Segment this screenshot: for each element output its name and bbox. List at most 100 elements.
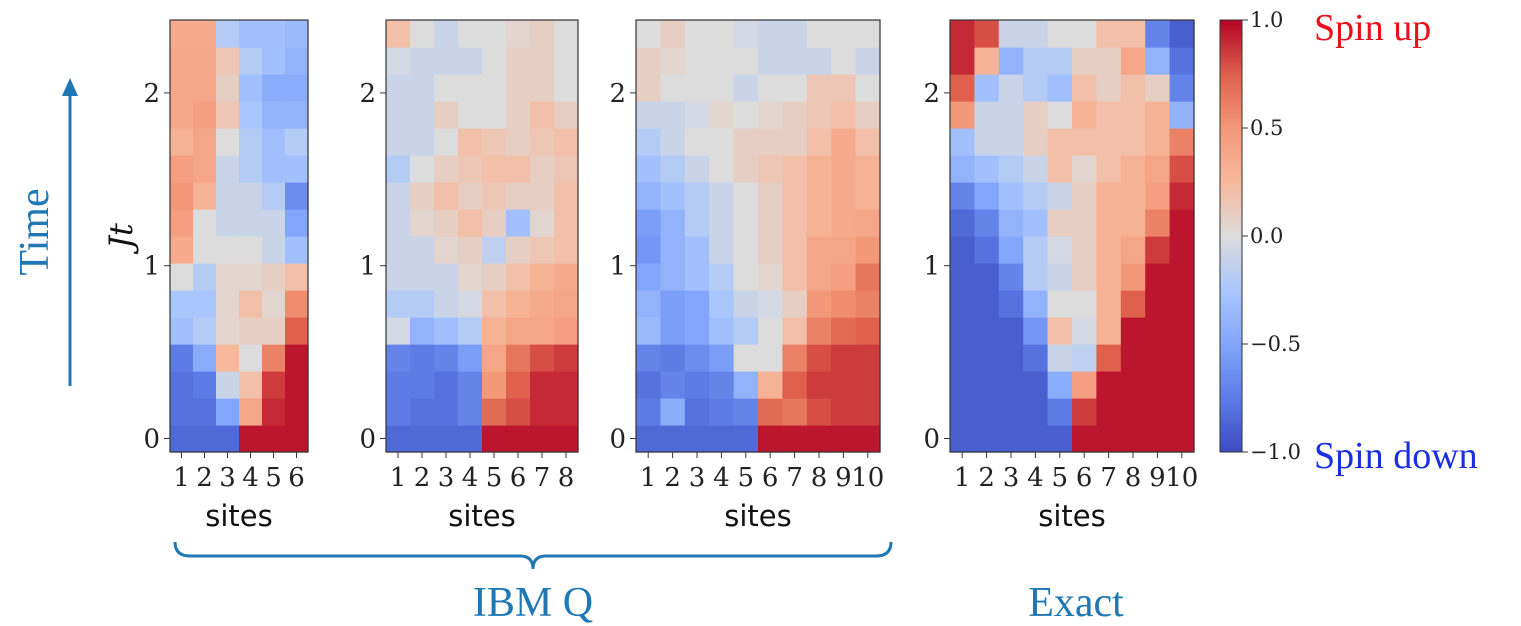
heatmap-cell bbox=[660, 101, 686, 129]
heatmap-cell bbox=[285, 128, 309, 156]
heatmap-cell bbox=[458, 371, 483, 399]
heatmap-cell bbox=[434, 155, 459, 183]
heatmap-cell bbox=[974, 398, 1000, 426]
heatmap-cell bbox=[1145, 290, 1171, 318]
heatmap-cell bbox=[831, 263, 857, 291]
heatmap-cell bbox=[458, 20, 483, 48]
heatmap-cell bbox=[386, 290, 411, 318]
heatmap-cell bbox=[410, 209, 435, 237]
heatmap-cell bbox=[1120, 317, 1146, 345]
heatmap-cell bbox=[530, 425, 555, 453]
heatmap-cell bbox=[709, 128, 735, 156]
heatmap-cell bbox=[506, 317, 531, 345]
x-tick-label: 10 bbox=[851, 463, 884, 493]
heatmap-cell bbox=[262, 128, 286, 156]
heatmap-cell bbox=[285, 155, 309, 183]
heatmap-cell bbox=[950, 398, 975, 426]
heatmap-cell bbox=[554, 344, 579, 372]
heatmap-cell bbox=[1169, 290, 1195, 318]
heatmap-cell bbox=[733, 290, 759, 318]
heatmap-cell bbox=[636, 47, 661, 75]
heatmap-cell bbox=[1169, 371, 1195, 399]
heatmap-cell bbox=[1023, 371, 1049, 399]
heatmap-cell bbox=[482, 20, 507, 48]
x-tick-label: 10 bbox=[1165, 463, 1198, 493]
heatmap-cell bbox=[636, 317, 661, 345]
heatmap-cell bbox=[974, 128, 1000, 156]
heatmap-cell bbox=[216, 344, 240, 372]
heatmap-cell bbox=[482, 317, 507, 345]
heatmap-cell bbox=[434, 101, 459, 129]
heatmap-cell bbox=[1023, 425, 1049, 453]
heatmap-cell bbox=[831, 155, 857, 183]
heatmap-cell bbox=[733, 47, 759, 75]
heatmap-cell bbox=[950, 47, 975, 75]
heatmap-cell bbox=[482, 182, 507, 210]
heatmap-cell bbox=[554, 47, 579, 75]
heatmap-cell bbox=[239, 344, 263, 372]
x-tick-label: 1 bbox=[173, 463, 190, 493]
heatmap-cell bbox=[193, 209, 217, 237]
heatmap-cell bbox=[733, 317, 759, 345]
heatmap-cell bbox=[758, 74, 783, 102]
heatmap-cell bbox=[998, 47, 1024, 75]
heatmap-cell bbox=[733, 209, 759, 237]
heatmap-cell bbox=[1072, 425, 1097, 453]
heatmap-cell bbox=[733, 128, 759, 156]
heatmap-cell bbox=[1072, 317, 1097, 345]
heatmap-cell bbox=[1072, 155, 1097, 183]
heatmap-cell bbox=[434, 20, 459, 48]
heatmap-cell bbox=[1120, 74, 1146, 102]
x-tick-label: 8 bbox=[1125, 463, 1142, 493]
heatmap-cell bbox=[998, 398, 1024, 426]
heatmap-cell bbox=[974, 425, 1000, 453]
heatmap-cell bbox=[733, 344, 759, 372]
heatmap-cell bbox=[950, 74, 975, 102]
heatmap-cell bbox=[1072, 290, 1097, 318]
heatmap-cell bbox=[239, 128, 263, 156]
heatmap-cell bbox=[1145, 209, 1171, 237]
heatmap-cell bbox=[434, 290, 459, 318]
heatmap-cell bbox=[831, 20, 857, 48]
heatmap-cell bbox=[806, 425, 832, 453]
heatmap-cell bbox=[950, 425, 975, 453]
heatmap-frame bbox=[949, 19, 1195, 453]
heatmap-cell bbox=[782, 182, 808, 210]
heatmap-cell bbox=[636, 290, 661, 318]
x-tick-label: 9 bbox=[1149, 463, 1166, 493]
heatmap-cell bbox=[506, 236, 531, 264]
heatmap-cell bbox=[434, 371, 459, 399]
heatmap-cell bbox=[285, 317, 309, 345]
x-tick-label: 6 bbox=[510, 463, 527, 493]
heatmap-cell bbox=[482, 425, 507, 453]
heatmap-cell bbox=[1145, 398, 1171, 426]
x-tick-label: 3 bbox=[438, 463, 455, 493]
heatmap-cell bbox=[1120, 47, 1146, 75]
heatmap-cell bbox=[285, 263, 309, 291]
heatmap-cell bbox=[998, 74, 1024, 102]
heatmap-cell bbox=[239, 290, 263, 318]
heatmap-cell bbox=[1072, 398, 1097, 426]
heatmap-cell bbox=[974, 263, 1000, 291]
heatmap-cell bbox=[684, 20, 710, 48]
x-tick-label: 1 bbox=[954, 463, 971, 493]
heatmap-cell bbox=[806, 74, 832, 102]
heatmap-cell bbox=[216, 290, 240, 318]
heatmap-cell bbox=[1145, 47, 1171, 75]
x-tick-label: 1 bbox=[390, 463, 407, 493]
heatmap-cell bbox=[506, 344, 531, 372]
heatmap-cell bbox=[1047, 425, 1073, 453]
heatmap-cell bbox=[386, 209, 411, 237]
heatmap-cell bbox=[262, 47, 286, 75]
heatmap-cell bbox=[1120, 236, 1146, 264]
heatmap-cell bbox=[410, 236, 435, 264]
heatmap-cell bbox=[239, 20, 263, 48]
colorbar-tick-label: −1.0 bbox=[1250, 440, 1301, 464]
heatmap-cell bbox=[950, 209, 975, 237]
heatmap-cell bbox=[1072, 263, 1097, 291]
heatmap-cell bbox=[285, 425, 309, 453]
heatmap-cell bbox=[758, 425, 783, 453]
heatmap-cell bbox=[410, 263, 435, 291]
heatmap-cell bbox=[386, 344, 411, 372]
